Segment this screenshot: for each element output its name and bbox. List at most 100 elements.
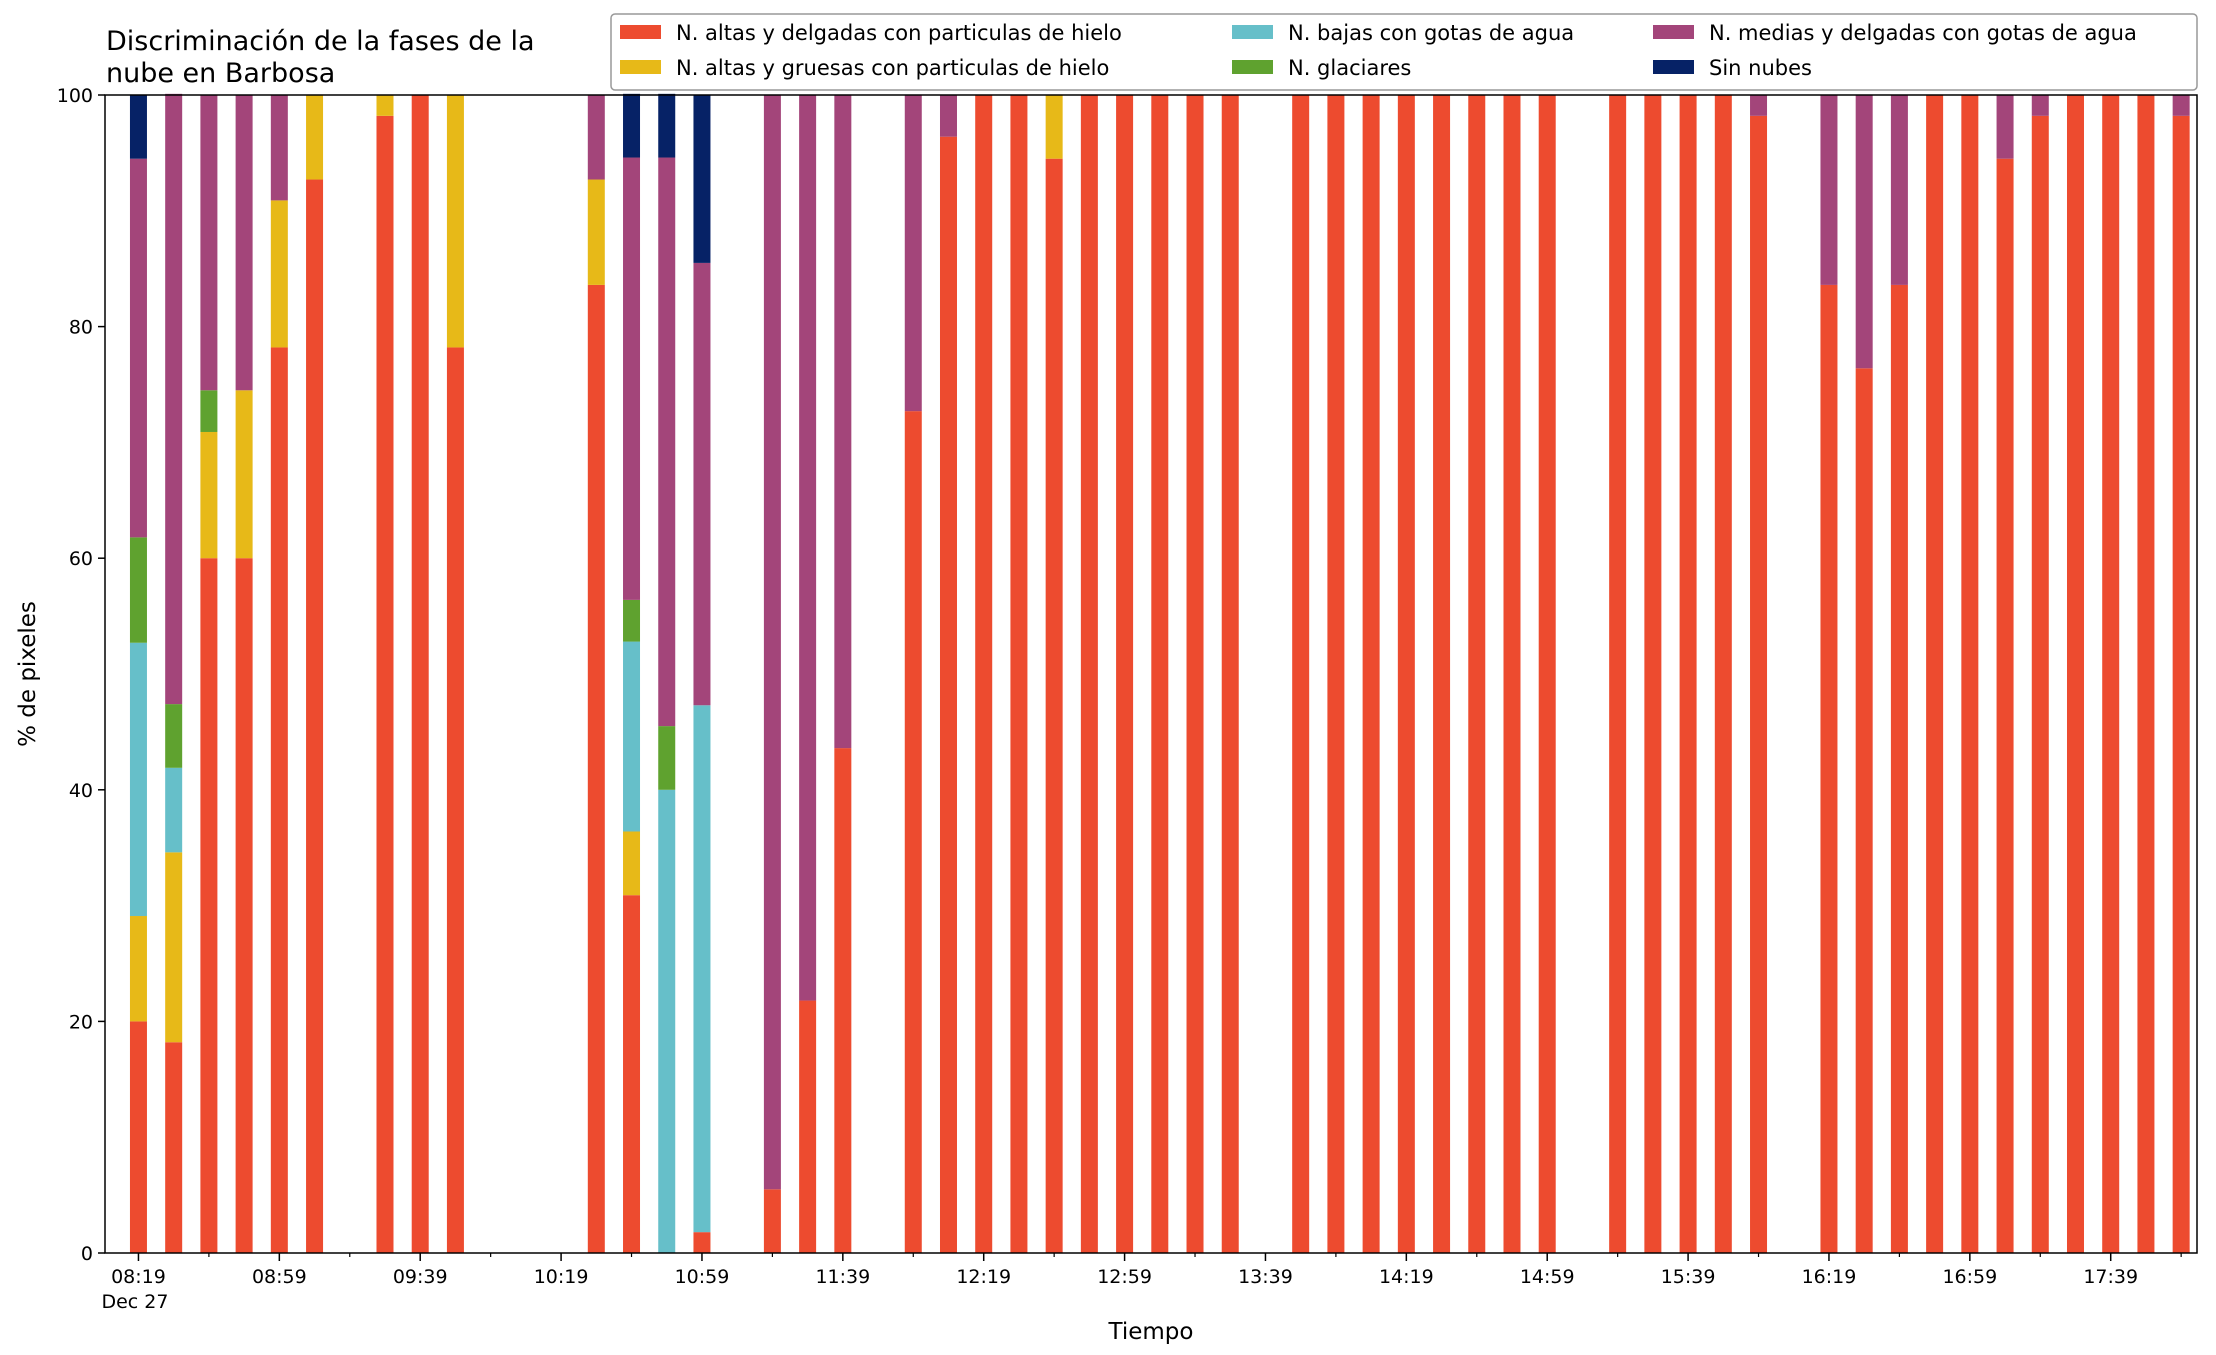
bar-segment-s4-t2 [200, 95, 218, 391]
x-tick-label-8: 13:39 [1238, 1266, 1293, 1288]
bar-segment-s1-t2 [200, 431, 218, 559]
bar-segment-s1-t4 [270, 200, 288, 348]
bar-segment-s5-t15 [658, 93, 676, 158]
bar-segment-s1-t0 [129, 916, 147, 1022]
bar-segment-s4-t19 [799, 95, 817, 1001]
y-tick-label-20: 20 [69, 1011, 93, 1033]
bar-segment-s3-t1 [165, 704, 183, 768]
x-date-label: Dec 27 [101, 1291, 168, 1313]
bar-segment-s0-t52 [1961, 95, 1979, 1253]
legend-swatch-3 [1232, 60, 1273, 74]
x-tick-label-9: 14:19 [1379, 1266, 1434, 1288]
bar-segment-s0-t49 [1855, 368, 1873, 1253]
bar-segment-s4-t14 [623, 157, 641, 600]
bar-segment-s3-t15 [658, 726, 676, 790]
legend-label-5: Sin nubes [1709, 56, 1812, 80]
bar-segment-s0-t20 [834, 748, 852, 1253]
bar-segment-s1-t26 [1045, 95, 1063, 159]
x-tick-label-11: 15:39 [1661, 1266, 1716, 1288]
bar-segment-s4-t23 [939, 95, 957, 137]
y-tick-label-40: 40 [69, 780, 93, 802]
x-tick-label-3: 10:19 [534, 1266, 589, 1288]
bar-segment-s0-t25 [1010, 95, 1028, 1253]
bar-segment-s0-t50 [1890, 284, 1908, 1253]
bar-segment-s0-t3 [235, 558, 253, 1253]
bar-segment-s0-t27 [1080, 95, 1098, 1253]
bar-segment-s2-t16 [693, 705, 711, 1233]
bar-segment-s4-t18 [763, 95, 781, 1190]
y-tick-label-80: 80 [69, 317, 93, 339]
legend-swatch-2 [1232, 25, 1273, 39]
bars-layer [129, 93, 2190, 1254]
x-tick-label-4: 10:59 [675, 1266, 730, 1288]
bar-segment-s3-t14 [623, 599, 641, 642]
bar-segment-s0-t57 [2137, 95, 2155, 1253]
bar-segment-s0-t46 [1750, 115, 1768, 1254]
bar-segment-s0-t54 [2031, 115, 2049, 1254]
bar-segment-s0-t23 [939, 136, 957, 1254]
legend-label-4: N. medias y delgadas con gotas de agua [1709, 21, 2137, 45]
plot-area-frame [104, 94, 2198, 1254]
bar-segment-s0-t33 [1292, 95, 1310, 1253]
bar-segment-s0-t39 [1503, 95, 1521, 1253]
x-tick-label-14: 17:39 [2083, 1266, 2138, 1288]
bar-segment-s0-t36 [1397, 95, 1415, 1253]
bar-segment-s3-t0 [129, 537, 147, 643]
bar-segment-s0-t7 [376, 115, 394, 1254]
bar-segment-s0-t30 [1186, 95, 1204, 1253]
bar-segment-s0-t8 [411, 95, 429, 1253]
bar-segment-s4-t46 [1750, 95, 1768, 116]
x-tick-label-6: 12:19 [956, 1266, 1011, 1288]
bar-segment-s2-t0 [129, 642, 147, 917]
y-axis-label: % de pixeles [15, 601, 41, 747]
bar-segment-s4-t3 [235, 95, 253, 391]
legend-swatch-4 [1653, 25, 1694, 39]
bar-segment-s4-t53 [1996, 95, 2014, 159]
bar-segment-s0-t28 [1116, 95, 1134, 1253]
bar-segment-s0-t16 [693, 1232, 711, 1253]
legend-label-1: N. altas y gruesas con particulas de hie… [676, 56, 1109, 80]
bar-segment-s0-t35 [1362, 95, 1380, 1253]
bar-segment-s4-t0 [129, 158, 147, 538]
bar-segment-s0-t18 [763, 1189, 781, 1253]
legend-frame [610, 13, 2198, 91]
bar-segment-s0-t34 [1327, 95, 1345, 1253]
x-tick-label-0: 08:19 [111, 1266, 166, 1288]
y-tick-label-100: 100 [57, 85, 93, 107]
bar-segment-s3-t2 [200, 390, 218, 432]
bar-segment-s0-t55 [2066, 95, 2084, 1253]
bar-segment-s0-t0 [129, 1021, 147, 1253]
legend-label-3: N. glaciares [1288, 56, 1411, 80]
x-tick-label-5: 11:39 [815, 1266, 870, 1288]
bar-segment-s4-t48 [1820, 95, 1838, 285]
bar-segment-s0-t58 [2172, 115, 2190, 1254]
legend-label-0: N. altas y delgadas con particulas de hi… [676, 21, 1122, 45]
bar-segment-s0-t48 [1820, 284, 1838, 1253]
bar-segment-s4-t49 [1855, 95, 1873, 369]
bar-segment-s5-t0 [129, 95, 147, 159]
legend-swatch-0 [620, 25, 661, 39]
x-tick-label-7: 12:59 [1097, 1266, 1152, 1288]
bar-segment-s4-t22 [904, 95, 922, 412]
chart-title: Discriminación de la fases de la nube en … [106, 26, 535, 89]
bar-segment-s4-t4 [270, 95, 288, 201]
y-tick-label-0: 0 [81, 1243, 93, 1265]
bar-segment-s0-t26 [1045, 158, 1063, 1254]
bar-segment-s2-t1 [165, 767, 183, 853]
bar-segment-s0-t40 [1538, 95, 1556, 1253]
bar-segment-s0-t51 [1926, 95, 1944, 1253]
bar-segment-s0-t19 [799, 1000, 817, 1253]
y-tick-label-60: 60 [69, 548, 93, 570]
y-axis: 0 20 40 60 80 100 [57, 85, 105, 1265]
bar-segment-s0-t31 [1221, 95, 1239, 1253]
bar-segment-s1-t1 [165, 852, 183, 1043]
bar-segment-s0-t1 [165, 1042, 183, 1253]
bar-segment-s4-t54 [2031, 95, 2049, 116]
legend-label-2: N. bajas con gotas de agua [1288, 21, 1574, 45]
bar-segment-s5-t16 [693, 95, 711, 263]
bar-segment-s0-t29 [1151, 95, 1169, 1253]
bar-segment-s0-t5 [306, 179, 324, 1253]
bar-segment-s1-t13 [587, 179, 605, 285]
x-tick-label-12: 16:19 [1802, 1266, 1857, 1288]
